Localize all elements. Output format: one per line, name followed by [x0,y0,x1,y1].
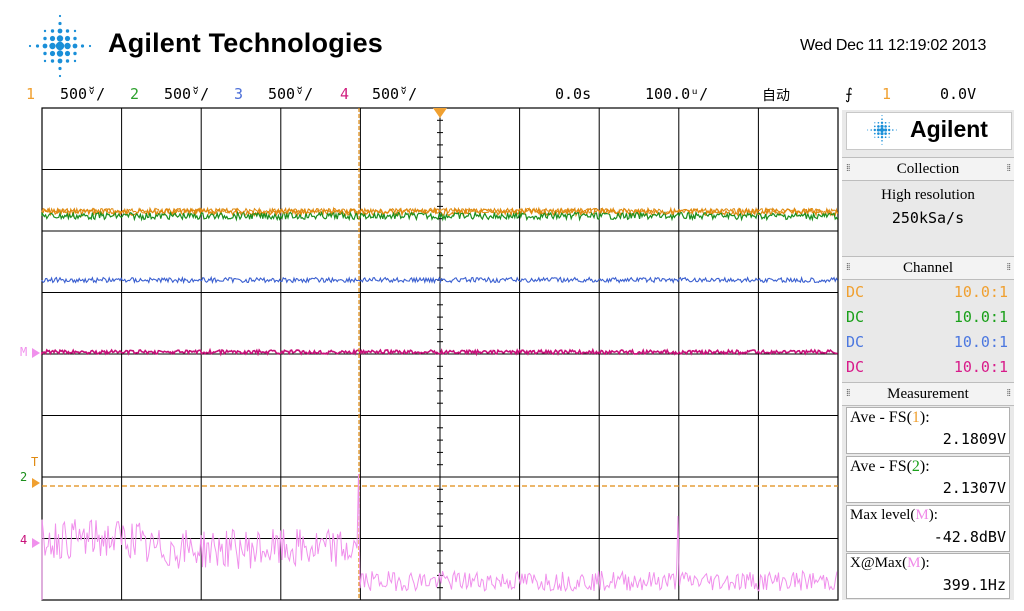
agilent-small-logo-icon [867,115,897,145]
measurement-label: Ave - FS(2): [850,458,930,475]
channel-probe[interactable]: 10.0:1 [953,308,1008,326]
channel-probe[interactable]: 10.0:1 [953,283,1008,301]
ch1-scale[interactable]: 500̆ᵛ/ [60,85,106,103]
status-bar: 1 500̆ᵛ/ 2 500̆ᵛ/ 3 500̆ᵛ/ 4 500̆ᵛ/ 0.0s… [0,82,1024,106]
math-marker[interactable]: M [20,345,27,359]
ch4-number[interactable]: 4 [340,85,350,103]
trigger-mode[interactable]: 自动 [762,88,790,104]
timebase-value[interactable]: 100.0ᵘ/ [645,85,709,103]
delay-value[interactable]: 0.0s [555,85,592,103]
ch2-scale[interactable]: 500̆ᵛ/ [164,85,210,103]
measurement-item[interactable] [846,505,1010,552]
measurement-item[interactable] [846,456,1010,503]
channel-title: Channel [903,260,953,276]
grip-icon: ⁞⁞ [1006,388,1010,399]
brand-title: Agilent Technologies [108,28,384,58]
collection-mode: High resolution [881,187,975,203]
ch1-number[interactable]: 1 [26,85,36,103]
ch4-scale[interactable]: 500̆ᵛ/ [372,85,418,103]
grip-icon: ⁞⁞ [1006,262,1010,273]
channel-coupling[interactable]: DC [846,283,865,301]
side-brand: Agilent [910,116,988,142]
measurement-header[interactable]: ⁞⁞ Measurement ⁞⁞ [842,382,1014,406]
waveform-display[interactable]: M 2T 4 [0,104,842,611]
ch2-marker[interactable]: 2 [20,470,27,484]
measurement-item[interactable] [846,407,1010,454]
measurement-label: Max level(M): [850,507,938,523]
channel-coupling[interactable]: DC [846,358,865,376]
ch2-number[interactable]: 2 [130,85,140,103]
date-time: Wed Dec 11 12:19:02 2013 [800,37,987,54]
measurement-item[interactable] [846,553,1010,599]
ch3-number[interactable]: 3 [234,85,244,103]
trigger-marker[interactable]: T [31,455,38,469]
measurement-value: 2.1307V [942,479,1006,497]
grip-icon: ⁞⁞ [846,163,850,174]
side-brand-box [846,112,1012,150]
measurement-label: X@Max(M): [850,555,930,571]
ch3-scale[interactable]: 500̆ᵛ/ [268,85,314,103]
measurement-title: Measurement [887,386,969,402]
collection-header[interactable]: ⁞⁞ Collection ⁞⁞ [842,157,1014,181]
grip-icon: ⁞⁞ [1006,163,1010,174]
ch4-marker[interactable]: 4 [20,533,27,547]
trigger-level[interactable]: 0.0V [940,85,977,103]
measurement-value: 399.1Hz [942,576,1006,594]
measurement-value: -42.8dBV [933,528,1006,546]
channel-probe[interactable]: 10.0:1 [953,333,1008,351]
grip-icon: ⁞⁞ [846,388,850,399]
trigger-channel[interactable]: 1 [882,85,892,103]
trigger-edge-icon: ⨍ [845,85,853,103]
collection-rate: 250kSa/s [891,209,965,227]
measurement-value: 2.1809V [942,430,1006,448]
collection-title: Collection [896,161,960,177]
agilent-spark-logo-icon [28,14,92,78]
measurement-label: Ave - FS(1): [850,409,930,426]
channel-header[interactable]: ⁞⁞ Channel ⁞⁞ [842,256,1014,280]
channel-coupling[interactable]: DC [846,308,865,326]
channel-coupling[interactable]: DC [846,333,865,351]
channel-probe[interactable]: 10.0:1 [953,358,1008,376]
grip-icon: ⁞⁞ [846,262,850,273]
